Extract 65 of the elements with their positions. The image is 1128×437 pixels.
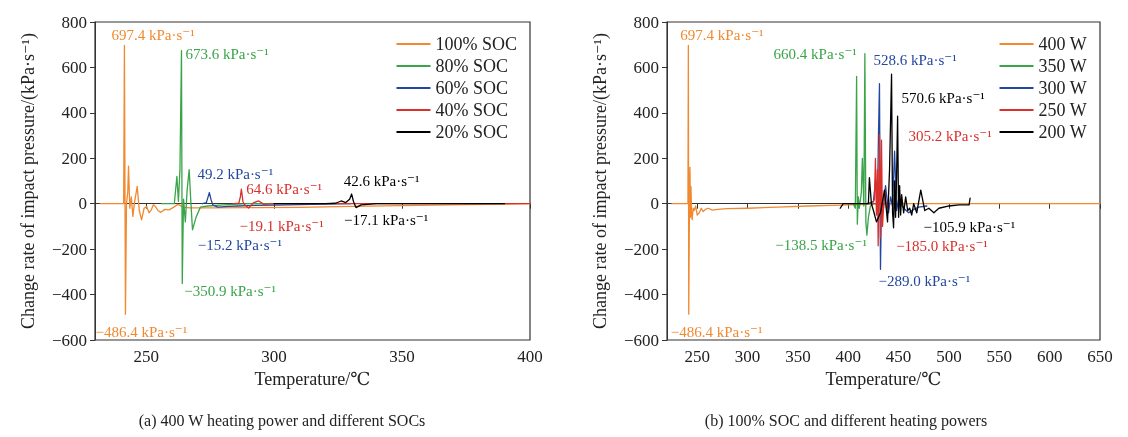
annotation: 64.6 kPa·s⁻¹ <box>246 181 323 198</box>
annotation: 305.2 kPa·s⁻¹ <box>908 128 992 145</box>
x-tick-label: 250 <box>133 347 159 366</box>
x-tick-label: 400 <box>517 347 543 366</box>
annotation: −185.0 kPa·s⁻¹ <box>896 237 988 254</box>
y-tick-label: −200 <box>51 239 87 259</box>
y-tick-label: 0 <box>650 194 659 214</box>
annotation: 697.4 kPa·s⁻¹ <box>680 27 764 44</box>
x-tick-label: 350 <box>389 347 415 366</box>
x-tick-label: 350 <box>785 347 811 366</box>
annotation: 660.4 kPa·s⁻¹ <box>773 45 857 62</box>
x-axis-title: Temperature/℃ <box>254 369 371 389</box>
y-tick-label: 400 <box>61 103 87 123</box>
y-tick-label: 400 <box>633 103 659 123</box>
legend-label: 300 W <box>1038 78 1087 98</box>
y-tick-label: 200 <box>61 148 87 168</box>
y-tick-label: −400 <box>623 285 659 305</box>
y-tick-label: 800 <box>61 12 87 32</box>
annotation: −19.1 kPa·s⁻¹ <box>239 218 324 235</box>
y-axis-title: Change rate of impact pressure/(kPa·s⁻¹) <box>18 33 39 329</box>
legend-label: 80% SOC <box>435 56 509 76</box>
y-axis-title: Change rate of impact pressure/(kPa·s⁻¹) <box>590 33 611 329</box>
y-tick-label: −600 <box>623 330 659 350</box>
y-tick-label: 0 <box>78 194 87 214</box>
annotation: −289.0 kPa·s⁻¹ <box>878 273 971 290</box>
x-tick-label: 400 <box>835 347 862 366</box>
annotation: −105.9 kPa·s⁻¹ <box>923 218 1016 235</box>
annotation: −486.4 kPa·s⁻¹ <box>95 324 188 341</box>
annotation: 570.6 kPa·s⁻¹ <box>901 90 985 107</box>
y-tick-label: 800 <box>633 12 659 32</box>
text: (b) 100% SOC and different heating powers <box>704 411 988 430</box>
annotation: 697.4 kPa·s⁻¹ <box>111 27 195 44</box>
annotation: 528.6 kPa·s⁻¹ <box>873 51 957 68</box>
y-tick-label: 600 <box>633 57 659 77</box>
x-tick-label: 650 <box>1087 347 1113 366</box>
x-tick-label: 300 <box>734 347 761 366</box>
annotation: 49.2 kPa·s⁻¹ <box>197 165 274 182</box>
annotation: 42.6 kPa·s⁻¹ <box>343 173 420 190</box>
legend-label: 350 W <box>1038 56 1087 76</box>
x-tick-label: 300 <box>261 347 287 366</box>
y-tick-label: 200 <box>633 148 659 168</box>
y-tick-label: 600 <box>61 57 87 77</box>
legend-label: 400 W <box>1038 34 1087 54</box>
legend-label: 200 W <box>1038 122 1087 142</box>
x-tick-label: 500 <box>936 347 962 366</box>
y-tick-label: −200 <box>623 239 659 259</box>
text: (a) 400 W heating power and different SOCs <box>138 411 426 430</box>
x-tick-label: 450 <box>885 347 912 366</box>
x-tick-label: 250 <box>684 347 710 366</box>
y-tick-label: −400 <box>51 285 87 305</box>
annotation: −17.1 kPa·s⁻¹ <box>344 211 429 228</box>
annotation: −138.5 kPa·s⁻¹ <box>775 237 867 254</box>
legend-label: 100% SOC <box>435 34 518 54</box>
x-axis-title: Temperature/℃ <box>825 369 942 389</box>
annotation: 673.6 kPa·s⁻¹ <box>185 45 269 62</box>
x-tick-label: 600 <box>1036 347 1063 366</box>
legend-label: 40% SOC <box>435 100 509 120</box>
annotation: −15.2 kPa·s⁻¹ <box>197 237 283 254</box>
legend-label: 250 W <box>1038 100 1087 120</box>
annotation: −350.9 kPa·s⁻¹ <box>184 283 276 300</box>
legend-label: 20% SOC <box>435 122 509 142</box>
x-tick-label: 550 <box>986 347 1013 366</box>
legend-label: 60% SOC <box>435 78 509 98</box>
y-tick-label: −600 <box>51 330 87 350</box>
annotation: −486.4 kPa·s⁻¹ <box>670 324 763 341</box>
